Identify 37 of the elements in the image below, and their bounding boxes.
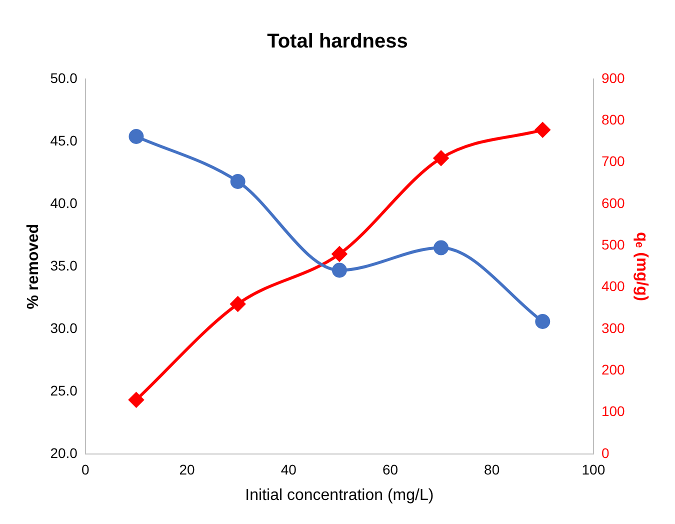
point [128,129,144,144]
x-tick-label: 100 [582,461,606,478]
y-tick-label: 45.0 [50,132,78,148]
y2-tick-label: 0 [601,444,610,461]
point [128,392,144,408]
x-axis-title: Initial concentration (mg/L) [245,486,434,504]
x-tick-label: 0 [82,461,90,478]
y2-tick-label: 100 [601,403,626,420]
chart-title: Total hardness [267,30,408,53]
x-tick-label: 20 [179,461,196,478]
y-tick-label: 30.0 [50,320,78,336]
y2-tick-label: 900 [601,70,626,86]
point [230,296,246,312]
point [434,150,449,166]
y-tick-label: 40.0 [50,194,78,211]
y2-tick-label: 500 [601,236,626,253]
y-tick-label: 20.0 [50,444,78,461]
y-tick-label: 35.0 [50,257,78,274]
y2-tick-label: 600 [601,194,626,211]
point [230,174,246,189]
x-tick-label: 80 [484,461,500,478]
y2-tick-label: 800 [601,112,626,128]
point [434,240,449,256]
y-tick-label: 25.0 [50,382,78,398]
y2-tick-label: 200 [601,362,626,378]
y2-tick-label: 400 [601,278,626,294]
y2-tick-label: 300 [601,320,626,336]
y2-tick-label: 700 [601,153,626,170]
point [332,246,347,262]
point [332,262,347,278]
point [535,122,550,138]
x-tick-label: 60 [382,461,398,478]
point [535,314,550,329]
y-axis-title: % removed [25,224,42,310]
y-tick-label: 50.0 [50,70,78,86]
y2-axis-title: qₑ (mg/g) [632,232,650,302]
x-tick-label: 40 [280,461,297,478]
